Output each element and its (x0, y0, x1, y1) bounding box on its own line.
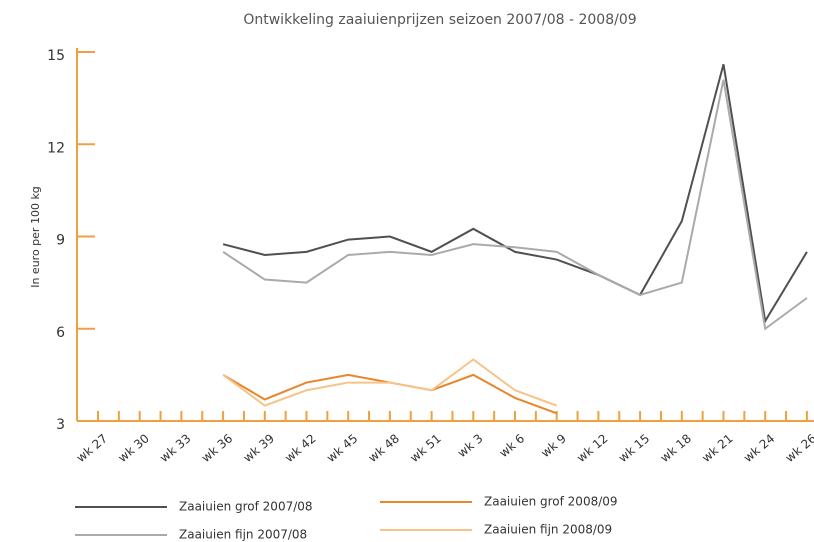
x-tick-label: wk 30 (115, 431, 151, 465)
series-line (222, 79, 808, 331)
x-tick-label: wk 48 (366, 431, 402, 465)
legend-label: Zaaiuien fijn 2008/09 (484, 523, 612, 537)
x-tick-label: wk 33 (157, 431, 193, 465)
x-tick-label: wk 15 (616, 431, 652, 465)
x-tick-label: wk 36 (199, 431, 235, 465)
legend-label: Zaaiuien grof 2008/09 (484, 495, 618, 509)
series-line (222, 358, 558, 407)
x-tick-label: wk 27 (74, 431, 110, 465)
x-tick-label: wk 12 (574, 431, 610, 465)
x-tick-label: wk 18 (658, 431, 694, 465)
chart-title: Ontwikkeling zaaiuienprijzen seizoen 200… (243, 12, 636, 28)
series-line (222, 373, 558, 415)
y-tick-label: 3 (56, 417, 65, 433)
x-tick-label: wk 45 (324, 431, 360, 465)
x-tick-label: wk 51 (407, 431, 443, 465)
x-tick-label: wk 26 (783, 431, 814, 465)
x-tick-label: wk 6 (497, 431, 528, 460)
x-tick-label: wk 9 (538, 431, 569, 460)
y-tick-label: 12 (47, 140, 65, 156)
x-tick-label: wk 3 (455, 431, 486, 460)
x-tick-label: wk 39 (241, 431, 277, 465)
x-tick-label: wk 24 (741, 431, 777, 465)
x-tick-label: wk 42 (282, 431, 318, 465)
legend-label: Zaaiuien fijn 2007/08 (179, 528, 307, 542)
y-tick-label: 9 (56, 233, 65, 249)
y-tick-label: 6 (56, 325, 65, 341)
x-tick-label: wk 21 (699, 431, 735, 465)
legend-label: Zaaiuien grof 2007/08 (179, 500, 313, 514)
y-tick-label: 15 (47, 48, 65, 64)
y-axis-label: In euro per 100 kg (29, 186, 42, 288)
series-line (222, 64, 808, 324)
